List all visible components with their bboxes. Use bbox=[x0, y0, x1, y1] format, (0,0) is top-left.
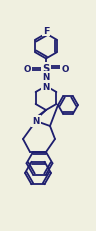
Text: N: N bbox=[42, 82, 50, 91]
Text: O: O bbox=[23, 64, 31, 73]
Text: N: N bbox=[32, 117, 40, 126]
Text: O: O bbox=[61, 64, 69, 73]
Text: N: N bbox=[42, 73, 50, 82]
Text: F: F bbox=[43, 26, 49, 35]
Text: S: S bbox=[42, 64, 50, 74]
Text: N: N bbox=[32, 117, 40, 126]
